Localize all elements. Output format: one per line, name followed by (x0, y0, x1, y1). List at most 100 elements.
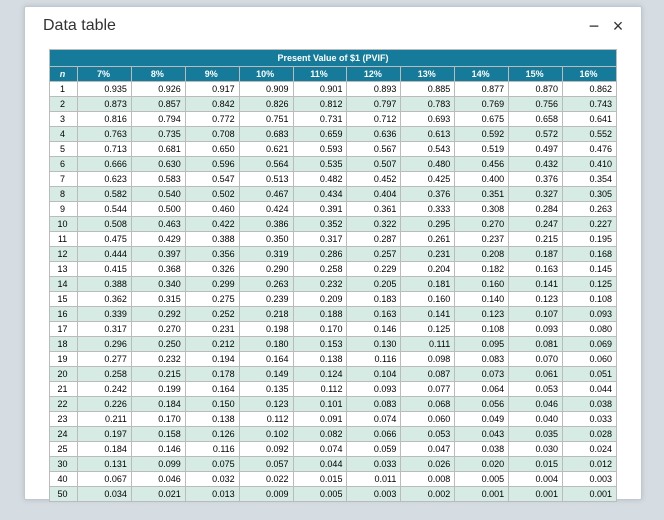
table-row: 120.4440.3970.3560.3190.2860.2570.2310.2… (50, 247, 617, 262)
cell: 0.862 (563, 82, 617, 97)
cell: 0.252 (185, 307, 239, 322)
cell: 0.130 (347, 337, 401, 352)
cell: 0.368 (131, 262, 185, 277)
cell: 0.001 (509, 487, 563, 502)
cell: 0.397 (131, 247, 185, 262)
cell: 0.181 (401, 277, 455, 292)
cell: 0.826 (239, 97, 293, 112)
window: Data table − × Present Value of $1 (PVIF… (24, 6, 642, 500)
cell: 0.295 (401, 217, 455, 232)
cell: 0.026 (401, 457, 455, 472)
cell: 0.319 (239, 247, 293, 262)
cell: 0.901 (293, 82, 347, 97)
data-table: Present Value of $1 (PVIF) n7%8%9%10%11%… (49, 49, 617, 502)
cell: 0.909 (239, 82, 293, 97)
cell: 0.296 (78, 337, 132, 352)
cell: 0.163 (509, 262, 563, 277)
cell: 0.015 (293, 472, 347, 487)
cell: 0.116 (347, 352, 401, 367)
cell: 0.621 (239, 142, 293, 157)
cell: 0.057 (239, 457, 293, 472)
cell: 0.101 (293, 397, 347, 412)
table-row: 210.2420.1990.1640.1350.1120.0930.0770.0… (50, 382, 617, 397)
cell: 0.731 (293, 112, 347, 127)
cell: 0.125 (401, 322, 455, 337)
cell: 0.356 (185, 247, 239, 262)
cell: 0.141 (509, 277, 563, 292)
row-label: 3 (50, 112, 78, 127)
cell: 0.170 (293, 322, 347, 337)
cell: 0.093 (347, 382, 401, 397)
cell: 0.124 (293, 367, 347, 382)
cell: 0.082 (293, 427, 347, 442)
cell: 0.033 (563, 412, 617, 427)
cell: 0.277 (78, 352, 132, 367)
cell: 0.108 (455, 322, 509, 337)
cell: 0.229 (347, 262, 401, 277)
cell: 0.004 (509, 472, 563, 487)
table-row: 70.6230.5830.5470.5130.4820.4520.4250.40… (50, 172, 617, 187)
cell: 0.104 (347, 367, 401, 382)
cell: 0.391 (293, 202, 347, 217)
cell: 0.460 (185, 202, 239, 217)
table-row: 60.6660.6300.5960.5640.5350.5070.4800.45… (50, 157, 617, 172)
cell: 0.178 (185, 367, 239, 382)
cell: 0.087 (401, 367, 455, 382)
cell: 0.232 (131, 352, 185, 367)
cell: 0.073 (455, 367, 509, 382)
cell: 0.091 (293, 412, 347, 427)
cell: 0.102 (239, 427, 293, 442)
row-label: 12 (50, 247, 78, 262)
cell: 0.116 (185, 442, 239, 457)
cell: 0.708 (185, 127, 239, 142)
cell: 0.683 (239, 127, 293, 142)
cell: 0.030 (509, 442, 563, 457)
cell: 0.613 (401, 127, 455, 142)
cell: 0.275 (185, 292, 239, 307)
cell: 0.182 (455, 262, 509, 277)
row-header-label: n (50, 67, 78, 82)
cell: 0.756 (509, 97, 563, 112)
cell: 0.305 (563, 187, 617, 202)
minimize-icon[interactable]: − (585, 17, 603, 35)
cell: 0.083 (347, 397, 401, 412)
table-row: 10.9350.9260.9170.9090.9010.8930.8850.87… (50, 82, 617, 97)
row-label: 9 (50, 202, 78, 217)
cell: 0.199 (131, 382, 185, 397)
cell: 0.205 (347, 277, 401, 292)
close-icon[interactable]: × (609, 17, 627, 35)
cell: 0.630 (131, 157, 185, 172)
cell: 0.299 (185, 277, 239, 292)
cell: 0.658 (509, 112, 563, 127)
cell: 0.170 (131, 412, 185, 427)
cell: 0.434 (293, 187, 347, 202)
cell: 0.044 (293, 457, 347, 472)
cell: 0.158 (131, 427, 185, 442)
cell: 0.011 (347, 472, 401, 487)
cell: 0.153 (293, 337, 347, 352)
cell: 0.001 (563, 487, 617, 502)
cell: 0.164 (239, 352, 293, 367)
cell: 0.444 (78, 247, 132, 262)
cell: 0.061 (509, 367, 563, 382)
table-row: 230.2110.1700.1380.1120.0910.0740.0600.0… (50, 412, 617, 427)
cell: 0.675 (455, 112, 509, 127)
cell: 0.877 (455, 82, 509, 97)
cell: 0.592 (455, 127, 509, 142)
cell: 0.290 (239, 262, 293, 277)
cell: 0.064 (455, 382, 509, 397)
cell: 0.422 (185, 217, 239, 232)
cell: 0.794 (131, 112, 185, 127)
cell: 0.735 (131, 127, 185, 142)
cell: 0.231 (185, 322, 239, 337)
row-label: 16 (50, 307, 78, 322)
cell: 0.388 (185, 232, 239, 247)
cell: 0.535 (293, 157, 347, 172)
table-row: 30.8160.7940.7720.7510.7310.7120.6930.67… (50, 112, 617, 127)
cell: 0.751 (239, 112, 293, 127)
cell: 0.467 (239, 187, 293, 202)
row-label: 11 (50, 232, 78, 247)
row-label: 17 (50, 322, 78, 337)
cell: 0.163 (347, 307, 401, 322)
cell: 0.093 (563, 307, 617, 322)
